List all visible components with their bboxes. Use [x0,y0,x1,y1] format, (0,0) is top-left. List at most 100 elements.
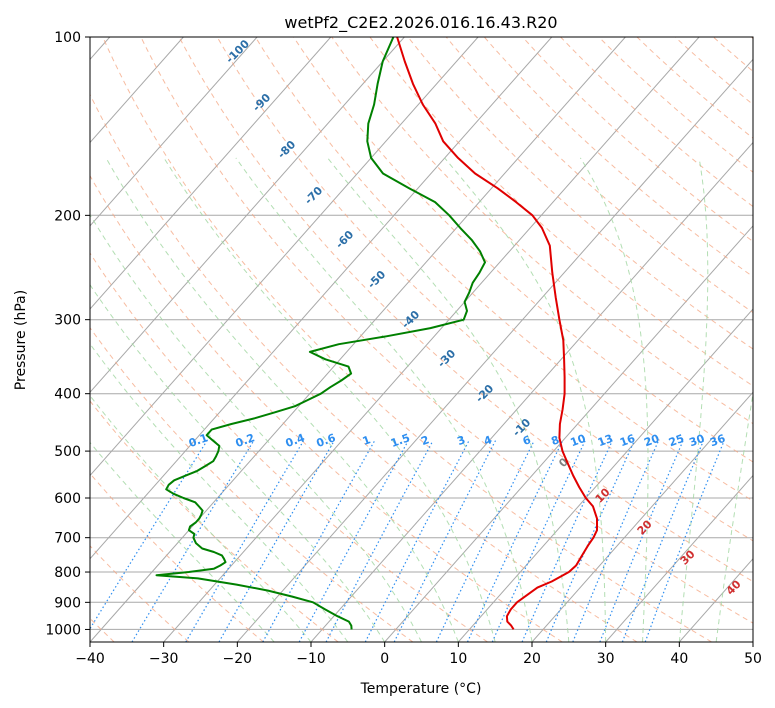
y-tick-label: 200 [54,208,81,224]
mixing-ratio-line [90,440,208,630]
mixing-ratio-line [435,440,535,642]
dry-adiabat-label: -30 [435,347,458,370]
isotherm-line [531,391,753,642]
y-tick-label: 400 [54,387,81,403]
moist-adiabat-line [90,213,422,642]
moist-adiabat-line [235,157,533,642]
dry-adiabat-label: -80 [275,138,298,161]
dewpoint-line [155,37,486,630]
mixing-ratio-label: 1.5 [389,431,412,450]
dry-adiabat-line [483,37,753,278]
dry-adiabat-line [90,93,638,642]
isotherm-line [90,37,258,227]
mixing-ratio-line [491,440,586,642]
moist-adiabat-line [90,343,349,642]
moist-adiabat-line [579,157,649,642]
isotherm-line [90,37,479,477]
dry-adiabat-line [90,326,414,642]
isotherm-line [236,58,753,642]
dry-adiabat-label: -40 [399,308,422,331]
mixing-ratio-line [644,440,725,642]
dry-adiabat-line [522,37,753,243]
x-tick-label: −40 [75,651,105,667]
moist-adiabat-label: 20 [635,517,655,537]
dry-adiabat-line [369,37,753,387]
y-tick-label: 600 [54,491,81,507]
dry-adiabat-line [90,472,264,642]
mixing-ratio-line [393,440,497,642]
mixing-ratio-label: 30 [687,432,706,450]
mixing-ratio-label: 20 [642,432,661,450]
x-tick-label: 20 [523,651,541,667]
mixing-ratio-label: 36 [708,432,727,450]
dry-adiabat-line [293,37,753,463]
mixing-ratio-line [131,440,255,642]
moist-adiabat-line [105,157,459,642]
moist-adiabat-line [90,394,312,642]
x-tick-label: 40 [670,651,688,667]
mixing-ratio-line [599,440,684,642]
mixing-ratio-label: 1 [361,433,373,448]
dry-adiabat-line [560,37,753,208]
mixing-ratio-label: 25 [667,432,686,449]
mixing-ratio-line [521,440,613,642]
y-tick-label: 900 [54,595,81,611]
moist-adiabat-line [90,283,386,642]
mixing-ratio-line [545,440,636,642]
mixing-ratio-line [621,440,705,642]
axes: −40 −30 −20 −10 0 10 20 30 40 50 1000 900 800 700 600 5… [45,30,762,667]
x-tick-label: −20 [223,651,253,667]
isotherm-line [384,225,753,642]
isotherm-line [457,308,753,642]
x-tick-label: −30 [149,651,179,667]
dry-adiabat-line [407,37,753,350]
mixing-ratio-label: 0.2 [234,431,257,450]
mixing-ratio-label: 4 [482,433,494,448]
x-tick-label: 50 [744,651,762,667]
mixing-ratio-line [466,440,564,642]
dry-adiabat-line [331,37,753,425]
moist-adiabat-line [715,390,753,642]
moist-adiabat-label: 10 [593,485,613,505]
isotherm-line [90,37,553,560]
mixing-ratio-line [218,440,335,642]
moist-adiabat-line [678,157,709,642]
mixing-ratio-line [364,440,470,642]
y-tick-label: 1000 [45,622,81,638]
x-axis-title: Temperature (°C) [360,681,482,697]
dry-adiabat-line [254,37,753,502]
mixing-ratio-label: 16 [618,432,637,450]
dry-adiabat-line [102,37,712,642]
moist-adiabat-label: 40 [724,577,744,597]
mixing-ratio-label: 3 [455,433,467,448]
isotherm-line [90,37,332,310]
mixing-ratio-label: 0.1 [187,431,210,450]
dry-adiabat-line [90,252,488,642]
y-axis-title: Pressure (hPa) [13,290,29,390]
x-tick-label: 10 [449,651,467,667]
temperature-line [396,37,598,630]
isotherm-line [752,641,753,642]
moist-adiabat-line [444,157,607,642]
dry-adiabat-line [598,37,753,173]
plot-frame [89,36,754,643]
isotherm-line [605,474,753,642]
mixing-ratio-line [572,440,660,642]
y-tick-label: 100 [54,30,81,46]
chart-title: wetPf2_C2E2.2026.016.16.43.R20 [284,13,557,33]
dry-adiabat-label: -60 [333,228,356,251]
mixing-ratio-label: 10 [569,432,588,450]
moist-adiabat-label: 30 [678,547,698,567]
isotherm-line [678,557,753,642]
moist-adiabat-line [163,157,496,642]
dry-adiabat-label: -50 [365,268,388,291]
dry-adiabat-line [751,37,753,40]
mixing-ratio-label: 0.4 [284,431,307,450]
y-tick-label: 500 [54,444,81,460]
mixing-ratio-line [185,440,305,642]
mixing-ratio-line [262,440,376,642]
dry-adiabat-line [90,174,563,642]
dry-adiabat-line [712,37,753,72]
dry-adiabat-label: -10 [510,416,533,439]
